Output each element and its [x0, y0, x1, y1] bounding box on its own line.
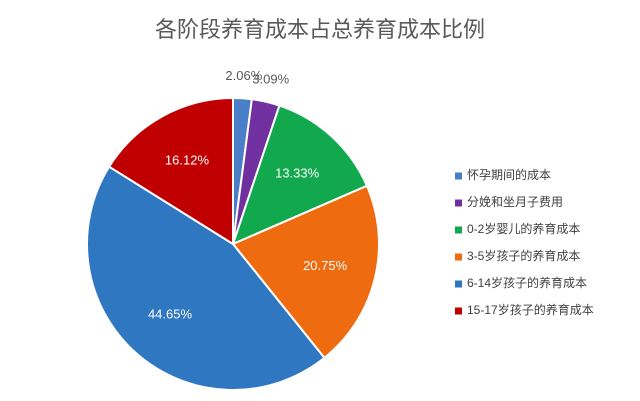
legend-label: 怀孕期间的成本	[467, 167, 551, 182]
data-label: 16.12%	[165, 152, 210, 167]
legend-label: 15-17岁孩子的养育成本	[467, 302, 594, 317]
data-label: 3.09%	[252, 72, 289, 87]
chart-title: 各阶段养育成本占总养育成本比例	[155, 17, 485, 42]
pie-slice	[231, 184, 380, 360]
legend-label: 3-5岁孩子的养育成本	[467, 248, 580, 263]
legend-label: 分娩和坐月子费用	[467, 195, 563, 209]
pie-slice	[86, 165, 326, 391]
legend-label: 0-2岁婴儿的养育成本	[467, 221, 580, 236]
data-label: 2.06%	[225, 68, 262, 83]
legend-marker	[455, 199, 462, 207]
legend-marker	[455, 253, 462, 261]
legend-marker	[455, 307, 462, 315]
legend-marker	[455, 172, 462, 180]
pie-slice	[107, 96, 234, 246]
legend-marker	[455, 280, 462, 288]
pie-slice	[231, 104, 369, 246]
data-label: 13.33%	[275, 166, 320, 181]
data-label: 20.75%	[303, 258, 348, 273]
legend-label: 6-14岁孩子的养育成本	[467, 275, 587, 290]
legend-marker	[455, 226, 462, 234]
data-label: 44.65%	[148, 306, 193, 321]
